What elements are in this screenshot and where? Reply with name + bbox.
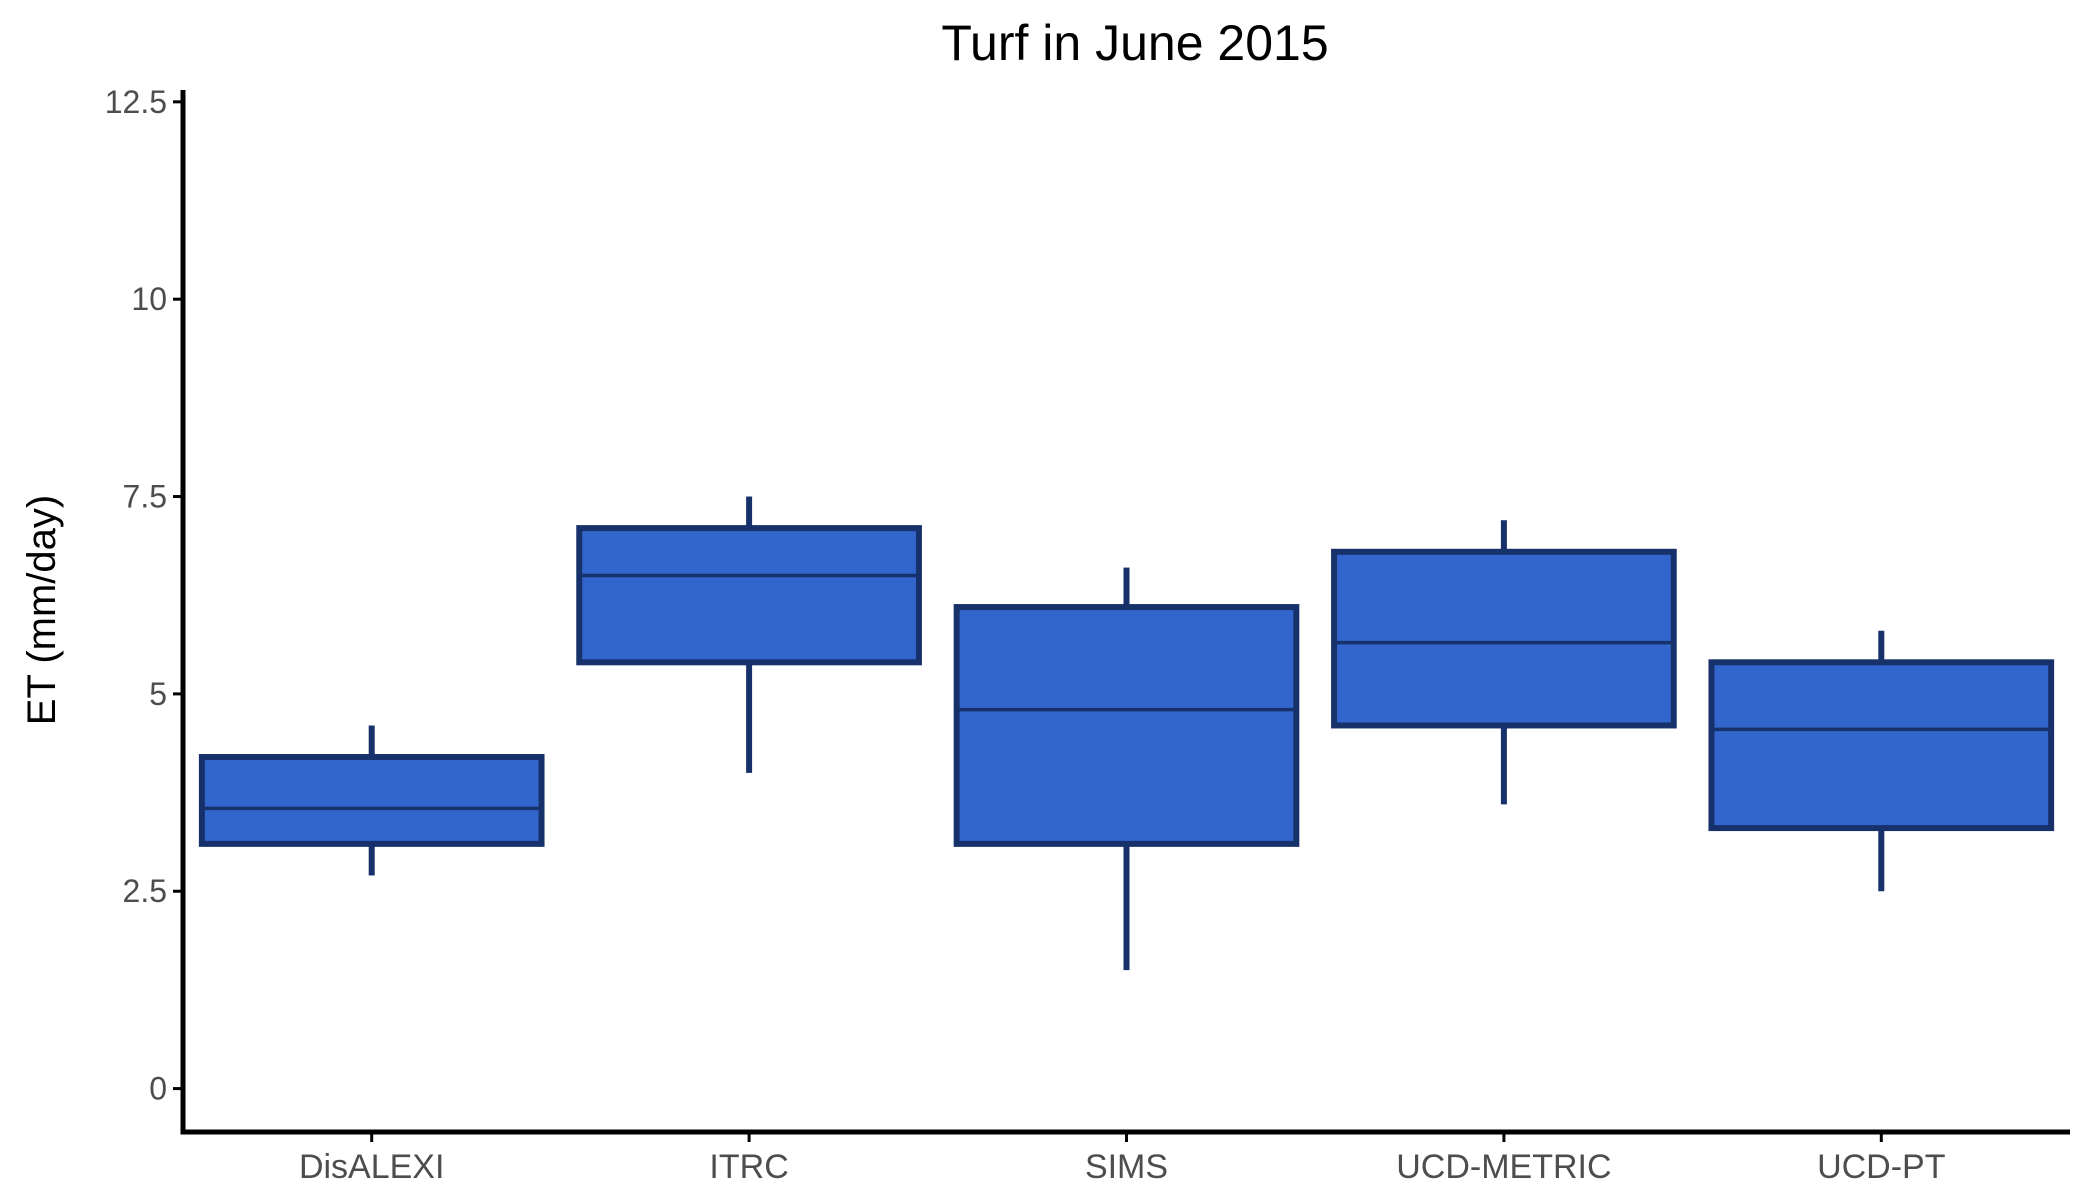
x-tick-label: UCD-METRIC [1396,1148,1611,1186]
box-ucd-metric [1331,548,1677,729]
plot-area: 0 2.5 5 7.5 10 12.5 DisALEXI ITRC SIMS UCD-METRIC… [105,84,2070,1186]
x-tick-label: DisALEXI [299,1148,445,1186]
x-tick-label: ITRC [709,1148,788,1186]
box-disalexi [198,754,545,847]
x-tick-label: UCD-PT [1817,1148,1945,1186]
box-ucd-pt [1708,659,2055,832]
chart-title: Turf in June 2015 [941,15,1328,71]
y-tick-label: 12.5 [105,84,167,120]
y-tick-label: 7.5 [123,479,167,515]
x-tick-label: SIMS [1085,1148,1168,1186]
y-axis-title: ET (mm/day) [20,495,64,725]
box-itrc [576,525,922,666]
y-tick-label: 10 [131,281,167,317]
y-tick-label: 0 [149,1071,167,1107]
y-tick-label: 5 [149,676,167,712]
box-sims [953,604,1300,847]
y-tick-label: 2.5 [123,873,167,909]
